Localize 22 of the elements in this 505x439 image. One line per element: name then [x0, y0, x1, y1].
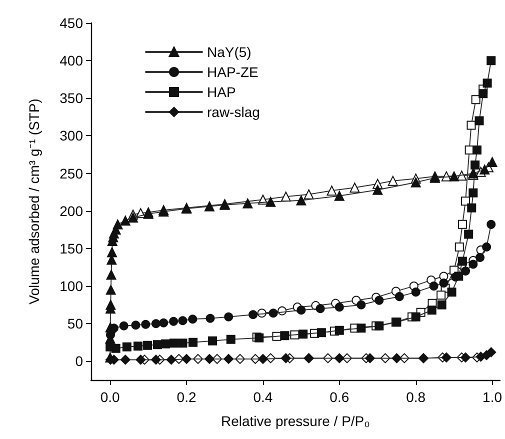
y-tick-label: 50 [67, 316, 84, 332]
y-axis-title: Volume adsorbed / cm³ g⁻¹ (STP) [26, 98, 42, 304]
y-tick-label: 200 [60, 202, 84, 219]
legend-label: HAP-ZE [207, 64, 258, 80]
x-tick-label: 0.6 [330, 389, 350, 405]
legend-label: NaY(5) [207, 44, 252, 60]
y-tick-label: 350 [60, 90, 84, 106]
x-tick-label: 0.4 [253, 389, 273, 405]
y-tick-label: 300 [60, 128, 84, 144]
y-tick-label: 400 [60, 52, 84, 69]
x-tick-label: 0.0 [100, 389, 120, 405]
legend-label: raw-slag [207, 104, 260, 120]
y-tick-label: 150 [60, 240, 84, 256]
x-tick-label: 1.0 [482, 389, 502, 405]
x-axis-title: Relative pressure / P/P₀ [220, 413, 370, 429]
y-tick-label: 100 [60, 278, 84, 294]
x-tick-label: 0.8 [406, 389, 426, 405]
y-tick-label: 250 [60, 165, 84, 182]
y-tick-label: 0 [75, 353, 84, 370]
x-tick-label: 0.2 [176, 389, 196, 405]
y-tick-label: 450 [60, 15, 84, 31]
legend-label: HAP [207, 84, 236, 100]
